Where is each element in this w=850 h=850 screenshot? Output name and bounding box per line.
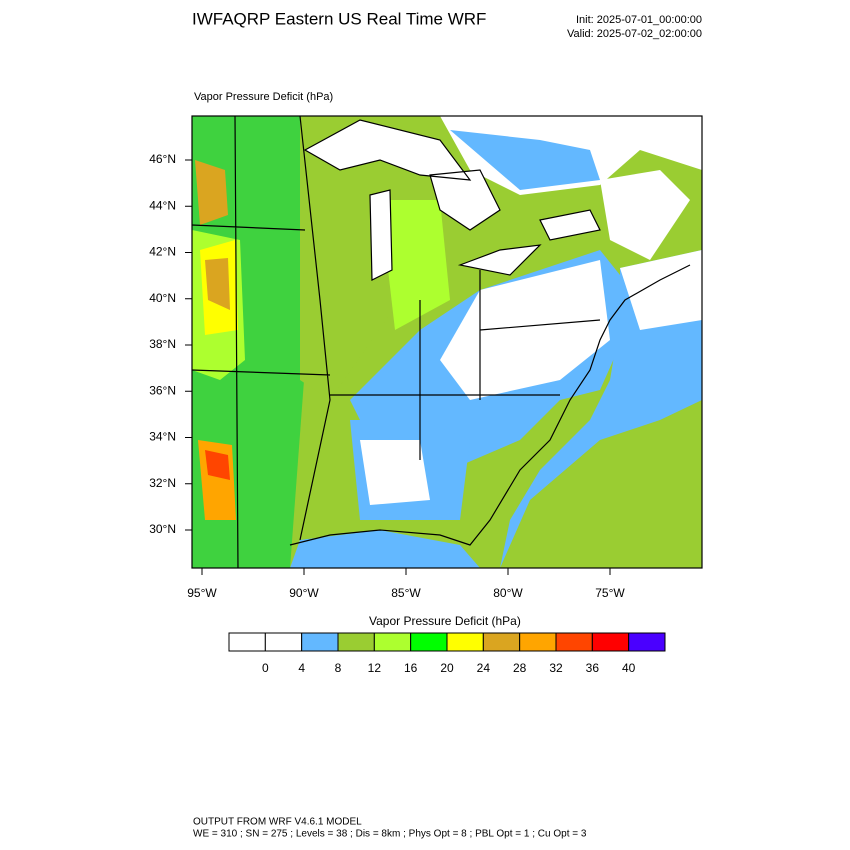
colorbar-box bbox=[482, 632, 521, 652]
colorbar-label: 20 bbox=[440, 661, 454, 675]
footer-line: OUTPUT FROM WRF V4.6.1 MODEL bbox=[193, 817, 362, 828]
lat-label: 30°N bbox=[149, 522, 176, 536]
lat-label: 38°N bbox=[149, 337, 176, 351]
colorbar-box bbox=[228, 632, 266, 652]
colorbar-box bbox=[628, 632, 666, 652]
valid-time: Valid: 2025-07-02_02:00:00 bbox=[567, 28, 702, 40]
init-time: Init: 2025-07-01_00:00:00 bbox=[576, 14, 702, 26]
colorbar-label: 8 bbox=[335, 661, 342, 675]
colorbar-label: 40 bbox=[622, 661, 636, 675]
lat-label: 44°N bbox=[149, 198, 176, 212]
lat-label: 46°N bbox=[149, 152, 176, 166]
lon-label: 90°W bbox=[289, 586, 319, 600]
lat-label: 40°N bbox=[149, 291, 176, 305]
colorbar-box bbox=[337, 632, 375, 652]
colorbar-box bbox=[555, 632, 593, 652]
colorbar-box bbox=[446, 632, 484, 652]
colorbar-label: 28 bbox=[513, 661, 527, 675]
lon-label: 95°W bbox=[187, 586, 217, 600]
lon-label: 85°W bbox=[391, 586, 421, 600]
colorbar-box bbox=[301, 632, 339, 652]
lat-label: 34°N bbox=[149, 430, 176, 444]
colorbar-box bbox=[591, 632, 630, 652]
colorbar-label: 12 bbox=[368, 661, 382, 675]
colorbar-box bbox=[410, 632, 448, 652]
footer-line: WE = 310 ; SN = 275 ; Levels = 38 ; Dis … bbox=[193, 829, 587, 840]
lat-label: 36°N bbox=[149, 383, 176, 397]
colorbar-label: 0 bbox=[262, 661, 269, 675]
colorbar-box bbox=[264, 632, 303, 652]
map-title: Vapor Pressure Deficit (hPa) bbox=[194, 91, 333, 103]
colorbar-box bbox=[519, 632, 557, 652]
lat-label: 32°N bbox=[149, 476, 176, 490]
colorbar-label: 24 bbox=[477, 661, 491, 675]
colorbar-label: 36 bbox=[586, 661, 600, 675]
lat-label: 42°N bbox=[149, 245, 176, 259]
colorbar: 0 4 8 12 16 20 24 28 32 36 40 bbox=[228, 632, 666, 675]
colorbar-label: 16 bbox=[404, 661, 418, 675]
page-title: IWFAQRP Eastern US Real Time WRF bbox=[192, 9, 486, 28]
map bbox=[191, 115, 703, 569]
lon-label: 80°W bbox=[493, 586, 523, 600]
colorbar-box bbox=[373, 632, 412, 652]
colorbar-title: Vapor Pressure Deficit (hPa) bbox=[369, 614, 521, 628]
colorbar-label: 4 bbox=[298, 661, 305, 675]
lon-label: 75°W bbox=[595, 586, 625, 600]
colorbar-label: 32 bbox=[549, 661, 563, 675]
